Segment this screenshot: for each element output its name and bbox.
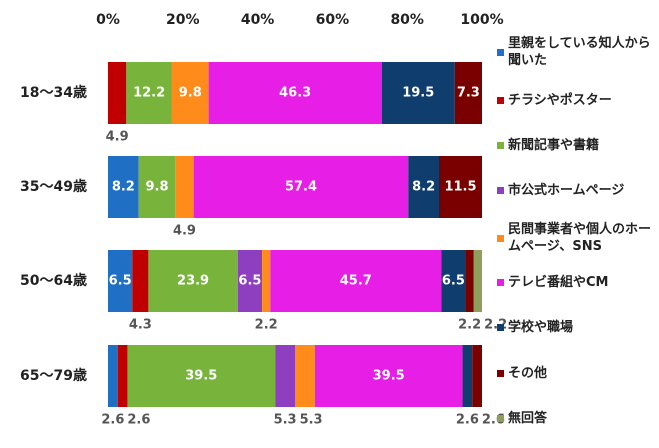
legend-item: チラシやポスター	[497, 82, 657, 118]
value-label: 8.2	[412, 180, 435, 195]
legend-item: 学校や職場	[497, 309, 657, 345]
bar-segment	[473, 250, 482, 312]
value-label: 5.3	[300, 413, 323, 428]
bar-segment	[108, 250, 133, 312]
value-label: 57.4	[285, 180, 317, 195]
legend-swatch	[497, 96, 504, 104]
x-tick-label: 60%	[316, 12, 350, 28]
legend-swatch	[497, 186, 504, 194]
legend-item: 里親をしている知人から聞いた	[497, 34, 657, 70]
legend-label: 学校や職場	[508, 319, 574, 335]
bar-segment	[465, 250, 474, 312]
category-label: 50〜64歳	[20, 272, 87, 289]
value-label: 9.8	[145, 180, 168, 195]
bar-segment	[108, 62, 127, 124]
bar-segment	[138, 156, 176, 218]
value-label: 6.5	[238, 274, 261, 289]
legend-swatch	[497, 278, 504, 286]
value-label: 2.6	[101, 413, 124, 428]
bar-segment	[438, 156, 482, 218]
value-label: 39.5	[373, 369, 405, 384]
category-label: 65〜79歳	[20, 367, 87, 384]
legend-item: テレビ番組やCM	[497, 264, 657, 300]
value-label: 8.2	[112, 180, 135, 195]
bar-segment	[132, 250, 149, 312]
bar-segment	[295, 345, 315, 407]
legend-label: 新聞記事や書籍	[508, 137, 600, 153]
bar-segment	[193, 156, 409, 218]
legend-label: 里親をしている知人から聞いた	[508, 36, 651, 68]
bar-segment	[127, 345, 276, 407]
legend-swatch	[497, 234, 504, 242]
x-tick-label: 80%	[390, 12, 424, 28]
value-label: 4.9	[173, 224, 196, 239]
bar-segment	[441, 250, 466, 312]
bar-segment	[175, 156, 194, 218]
x-tick-label: 100%	[460, 12, 503, 28]
bar-segment	[270, 250, 442, 312]
value-label: 23.9	[177, 274, 209, 289]
bar-segment	[148, 250, 238, 312]
legend-item: 民間事業者や個人のホームページ、SNS	[497, 220, 657, 256]
legend-item: その他	[497, 355, 657, 391]
value-label: 4.9	[106, 130, 129, 145]
legend-item: 市公式ホームページ	[497, 172, 657, 208]
bar-segment	[108, 156, 139, 218]
value-label: 2.6	[127, 413, 150, 428]
bar-segment	[408, 156, 439, 218]
legend-item: 無回答	[497, 400, 657, 436]
bar-segment	[454, 62, 482, 124]
legend-swatch	[497, 369, 504, 377]
legend-label: 無回答	[508, 410, 548, 426]
value-label: 46.3	[279, 86, 311, 101]
bar-segment	[108, 345, 118, 407]
legend-swatch	[497, 414, 504, 422]
value-label: 6.5	[442, 274, 465, 289]
bar-segment	[314, 345, 463, 407]
value-label: 45.7	[340, 274, 372, 289]
bar-segment	[126, 62, 172, 124]
category-label: 18〜34歳	[20, 84, 87, 101]
bar-segment	[472, 345, 482, 407]
value-label: 5.3	[274, 413, 297, 428]
value-label: 6.5	[109, 274, 132, 289]
bar-segment	[171, 62, 209, 124]
x-tick-label: 20%	[166, 12, 200, 28]
bar-segment	[237, 250, 263, 312]
category-label: 35〜49歳	[20, 178, 87, 195]
legend-label: 民間事業者や個人のホームページ、SNS	[508, 222, 652, 254]
x-tick-label: 40%	[241, 12, 275, 28]
value-label: 11.5	[444, 180, 476, 195]
value-label: 39.5	[185, 369, 217, 384]
value-label: 2.2	[255, 318, 278, 333]
value-label: 2.6	[456, 413, 479, 428]
legend-label: 市公式ホームページ	[508, 182, 625, 198]
legend-label: テレビ番組やCM	[508, 274, 609, 290]
legend-label: チラシやポスター	[508, 92, 612, 108]
bar-segment	[262, 250, 271, 312]
bar-segment	[117, 345, 128, 407]
bar-segment	[275, 345, 295, 407]
bar-segment	[208, 62, 382, 124]
value-label: 12.2	[133, 86, 165, 101]
bar-segment	[381, 62, 455, 124]
bar-segment	[462, 345, 473, 407]
value-label: 2.2	[458, 318, 481, 333]
legend-item: 新聞記事や書籍	[497, 127, 657, 163]
value-label: 7.3	[457, 86, 480, 101]
legend-swatch	[497, 141, 504, 149]
x-tick-label: 0%	[96, 12, 120, 28]
legend-swatch	[497, 48, 504, 56]
legend-swatch	[497, 323, 504, 331]
value-label: 4.3	[129, 318, 152, 333]
legend-label: その他	[508, 365, 548, 381]
value-label: 19.5	[402, 86, 434, 101]
value-label: 9.8	[179, 86, 202, 101]
